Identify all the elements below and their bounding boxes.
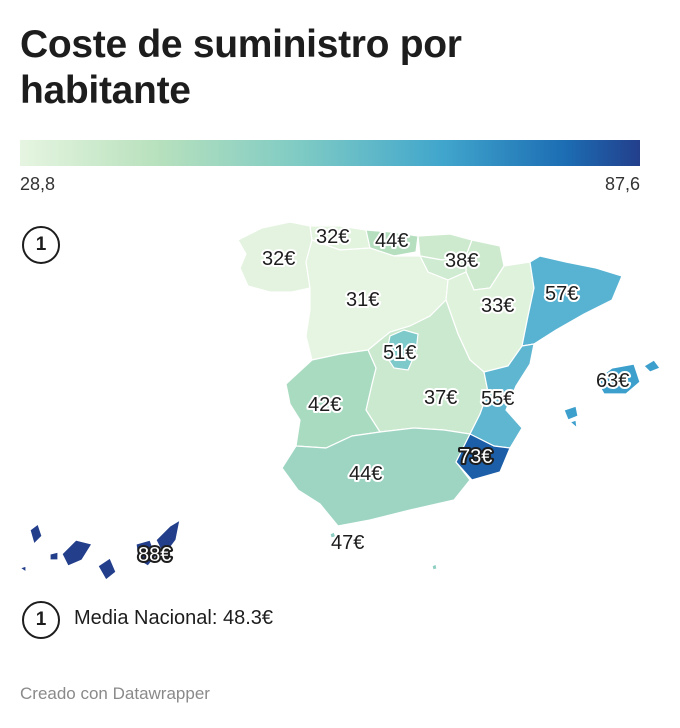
region-madrid[interactable] [385, 329, 419, 371]
label-cantabria: 44€ [375, 230, 408, 252]
label-comunidad-valenciana: 55€ [481, 388, 514, 410]
credit-line[interactable]: Creado con Datawrapper [20, 684, 210, 703]
region-melilla[interactable] [431, 563, 438, 571]
label-aragon: 33€ [481, 295, 514, 317]
spain-map: 32€ 32€ 44€ 38€ 31€ 33€ 57€ 51€ 37€ 55€ … [18, 221, 661, 581]
label-illes-balears: 63€ [596, 370, 629, 392]
label-ceuta: 47€ [331, 532, 364, 554]
legend-min-label: 28,8 [20, 174, 56, 194]
national-average-note: Media Nacional: 48.3€ [74, 607, 274, 629]
region-cataluna[interactable] [521, 255, 623, 347]
label-canarias: 88€ [138, 544, 171, 566]
label-castilla-la-mancha: 37€ [424, 387, 457, 409]
label-castilla-y-leon: 31€ [346, 289, 379, 311]
label-asturias: 32€ [316, 226, 349, 248]
region-ceuta[interactable] [329, 531, 337, 539]
region-extremadura[interactable] [285, 349, 382, 449]
annotation-marker: 1 [22, 226, 60, 264]
label-galicia: 32€ [262, 248, 295, 270]
label-pais-vasco: 38€ [445, 250, 478, 272]
legend-max-label: 87,6 [604, 174, 640, 194]
region-andalucia[interactable] [281, 427, 471, 527]
label-madrid: 51€ [383, 342, 416, 364]
region-canarias[interactable] [18, 518, 181, 581]
note-marker: 1 [22, 601, 60, 639]
color-legend-bar [20, 140, 640, 166]
label-murcia: 73€ [459, 446, 492, 468]
chart-title: Coste de suministro por habitante [20, 23, 462, 112]
region-murcia[interactable] [455, 433, 511, 481]
label-cataluna: 57€ [545, 283, 578, 305]
label-andalucia: 44€ [349, 463, 382, 485]
label-extremadura: 42€ [308, 394, 341, 416]
region-illes-balears[interactable] [563, 359, 661, 430]
